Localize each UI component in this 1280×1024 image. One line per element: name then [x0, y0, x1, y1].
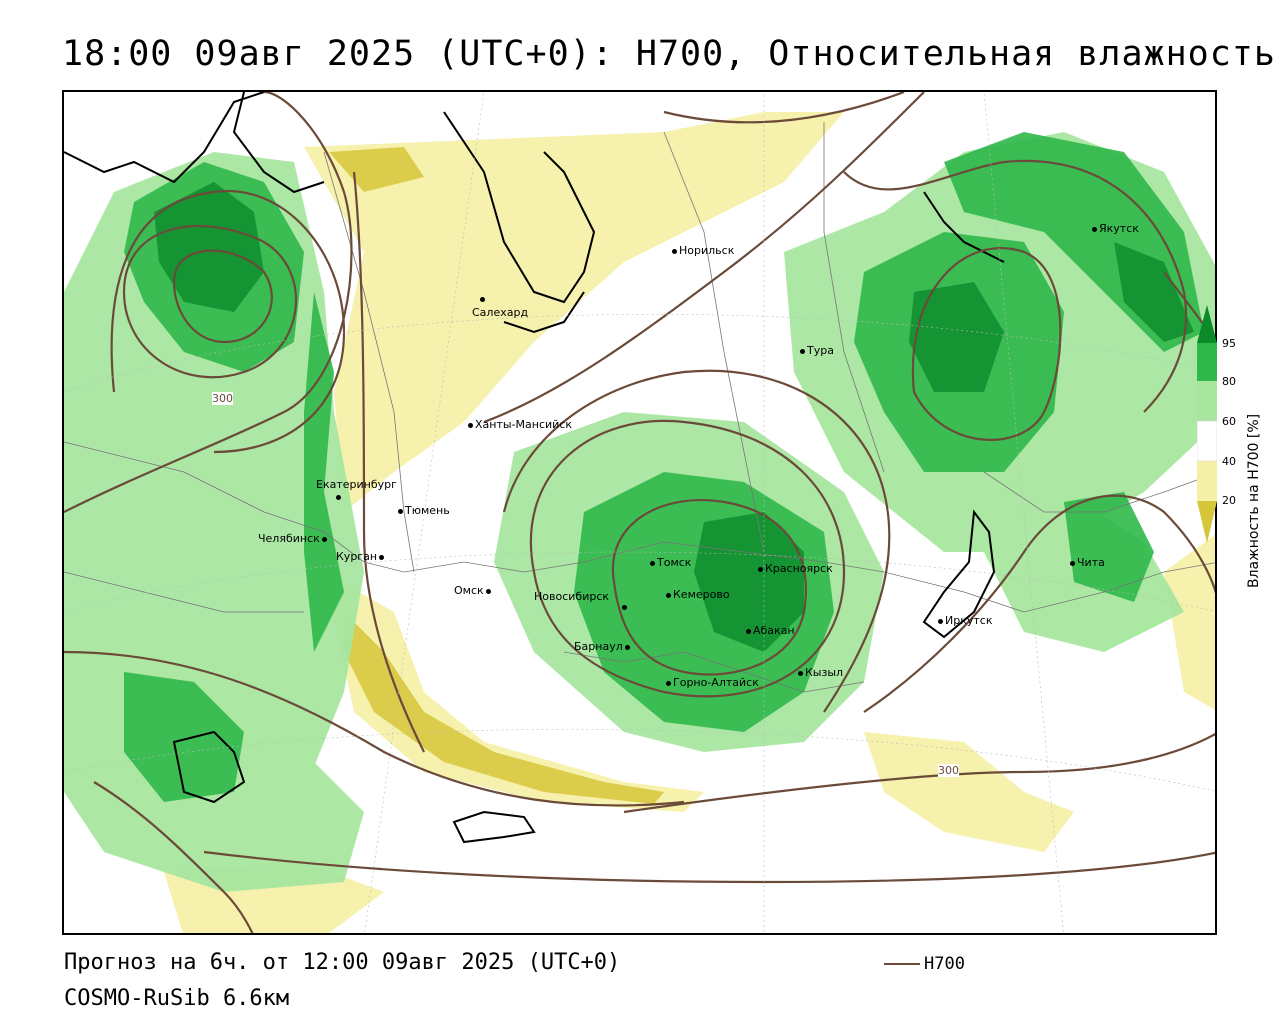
- city-tyumen: Тюмень: [398, 504, 450, 517]
- colorbar-label: Влажность на H700 [%]: [1246, 413, 1262, 588]
- map-title: 18:00 09авг 2025 (UTC+0): H700, Относите…: [62, 34, 1276, 74]
- city-marker-icon: [666, 592, 671, 598]
- city-marker-icon: [938, 618, 943, 624]
- city-marker-icon: [398, 508, 403, 514]
- contour-label-300-west: 300: [212, 392, 233, 405]
- city-marker-icon: [650, 560, 655, 566]
- city-marker-icon: [379, 554, 385, 560]
- city-marker-icon: [480, 296, 485, 302]
- city-tura: Тура: [800, 344, 834, 357]
- colorbar-band-20-40: [1197, 461, 1217, 501]
- city-marker-icon: [624, 644, 630, 650]
- city-krasnoyarsk: Красноярск: [758, 562, 833, 575]
- colorbar-band-60-80: [1197, 381, 1217, 421]
- city-salekhard-label: Салехард: [472, 306, 529, 319]
- colorbar-tick-40: 40: [1222, 455, 1236, 468]
- city-salekhard: [480, 292, 487, 305]
- colorbar-tick-60: 60: [1222, 415, 1236, 428]
- contour-line-icon: [884, 963, 920, 965]
- city-norilsk: Норильск: [672, 244, 734, 257]
- map-canvas: [64, 92, 1215, 933]
- city-kurgan: Курган: [336, 550, 386, 563]
- city-marker-icon: [622, 604, 627, 610]
- h700-legend: H700: [884, 954, 965, 974]
- city-kyzyl: Кызыл: [798, 666, 843, 679]
- city-chita: Чита: [1070, 556, 1105, 569]
- dark-dry-zones: [329, 147, 664, 804]
- admin-boundaries: [64, 122, 1215, 693]
- city-gorno-altaysk: Горно-Алтайск: [666, 676, 759, 689]
- city-khanty-mansiysk: Ханты-Мансийск: [468, 418, 572, 431]
- graticule: [64, 92, 1215, 933]
- city-novosibirsk: Новосибирск: [534, 590, 610, 603]
- city-marker-icon: [672, 248, 677, 254]
- model-name: COSMO-RuSib 6.6км: [64, 986, 290, 1011]
- city-marker-icon: [758, 566, 763, 572]
- city-marker-icon: [800, 348, 805, 354]
- city-chelyabinsk: Челябинск: [258, 532, 329, 545]
- forecast-info: Прогноз на 6ч. от 12:00 09авг 2025 (UTC+…: [64, 950, 621, 975]
- city-ekaterinburg-label: Екатеринбург: [316, 478, 397, 491]
- city-marker-icon: [321, 536, 327, 542]
- city-barnaul: Барнаул: [574, 640, 632, 653]
- colorbar-band-40-60: [1197, 420, 1217, 462]
- city-marker-icon: [336, 494, 341, 500]
- colorbar-band-80-95: [1197, 343, 1217, 381]
- city-omsk: Омск: [454, 584, 493, 597]
- city-marker-icon: [1092, 226, 1097, 232]
- colorbar-bottom-triangle: [1197, 501, 1217, 543]
- city-tomsk: Томск: [650, 556, 691, 569]
- city-marker-icon: [798, 670, 803, 676]
- coastlines: [64, 92, 1005, 844]
- city-marker-icon: [468, 422, 473, 428]
- city-marker-icon: [485, 588, 491, 594]
- humidity-colorbar: [1197, 305, 1217, 543]
- colorbar-tick-95: 95: [1222, 337, 1236, 350]
- city-abakan: Абакан: [746, 624, 795, 637]
- h700-contours: [64, 92, 1215, 933]
- colorbar-tick-20: 20: [1222, 494, 1236, 507]
- weather-map[interactable]: 300 300 Норильск Салехард Тура Якутск Ха…: [62, 90, 1217, 935]
- colorbar-top-triangle: [1197, 305, 1217, 343]
- city-yakutsk: Якутск: [1092, 222, 1139, 235]
- city-irkutsk: Иркутск: [938, 614, 992, 627]
- colorbar-tick-80: 80: [1222, 375, 1236, 388]
- city-marker-icon: [1070, 560, 1075, 566]
- very-high-humidity-zones: [154, 182, 1194, 652]
- city-marker-icon: [746, 628, 751, 634]
- city-novosibirsk-marker: [622, 600, 629, 613]
- city-marker-icon: [666, 680, 671, 686]
- city-ekaterinburg: [336, 490, 343, 503]
- city-kemerovo: Кемерово: [666, 588, 730, 601]
- contour-label-300-east: 300: [938, 764, 959, 777]
